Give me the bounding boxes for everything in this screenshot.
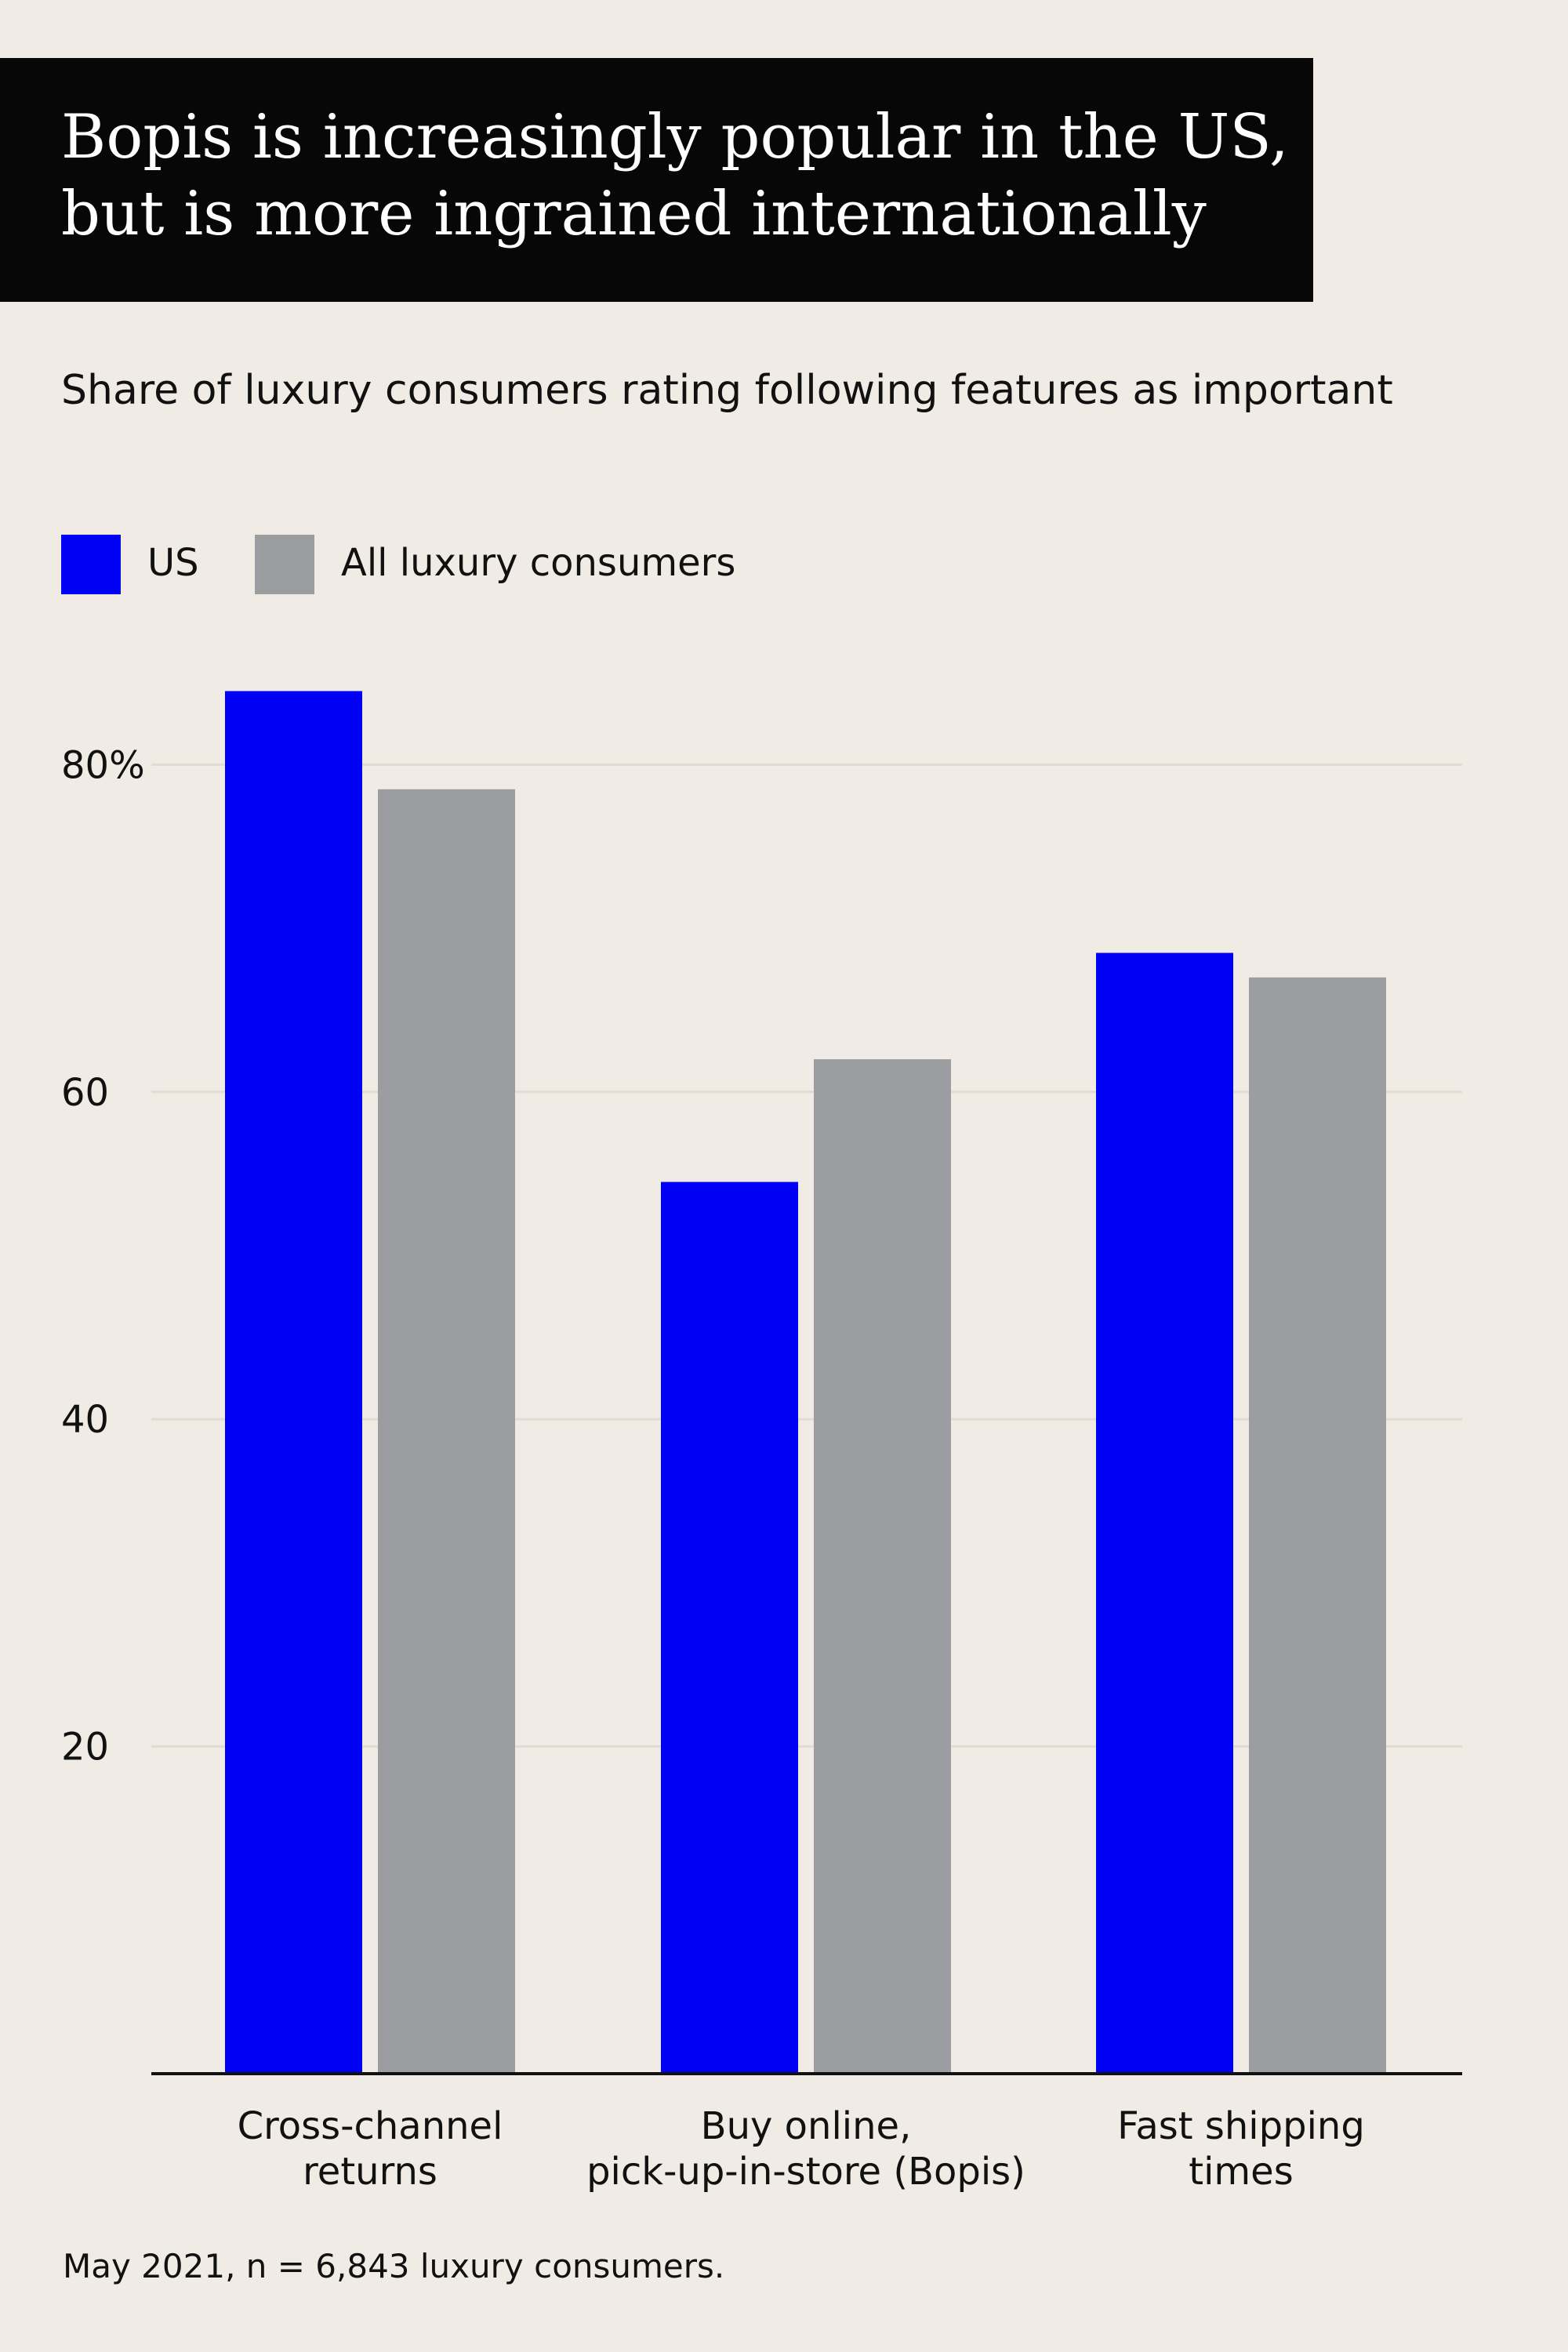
y-tick-label: 40: [61, 1398, 109, 1442]
legend-swatch-all-luxury: [255, 535, 314, 594]
legend-swatch-us: [61, 535, 121, 594]
title-banner: Bopis is increasingly popular in the US,…: [0, 58, 1313, 302]
legend-label-us: US: [147, 541, 199, 585]
x-category-label: pick-up-in-store (Bopis): [586, 2150, 1025, 2194]
x-category-label: times: [1189, 2150, 1293, 2194]
x-category-label: Buy online,: [701, 2104, 912, 2148]
source-note: May 2021, n = 6,843 luxury consumers.: [63, 2247, 725, 2285]
y-tick-label: 20: [61, 1726, 109, 1769]
legend-label-all-luxury: All luxury consumers: [341, 541, 736, 585]
bar-us: [1096, 953, 1233, 2074]
bar-all-luxury: [814, 1059, 951, 2074]
x-category-label: returns: [303, 2150, 437, 2194]
x-category-label: Fast shipping: [1117, 2104, 1365, 2148]
bar-all-luxury: [378, 789, 515, 2074]
chart-subtitle: Share of luxury consumers rating followi…: [61, 367, 1393, 414]
bar-us: [661, 1181, 798, 2074]
chart-title-line-1: Bopis is increasingly popular in the US,: [61, 102, 1289, 172]
x-category-label: Cross-channel: [238, 2104, 503, 2148]
bar-all-luxury: [1249, 977, 1386, 2074]
y-tick-label: 80%: [61, 743, 145, 787]
chart-title-line-2: but is more ingrained internationally: [61, 179, 1207, 249]
y-tick-label: 60: [61, 1071, 109, 1115]
bar-us: [225, 691, 362, 2074]
